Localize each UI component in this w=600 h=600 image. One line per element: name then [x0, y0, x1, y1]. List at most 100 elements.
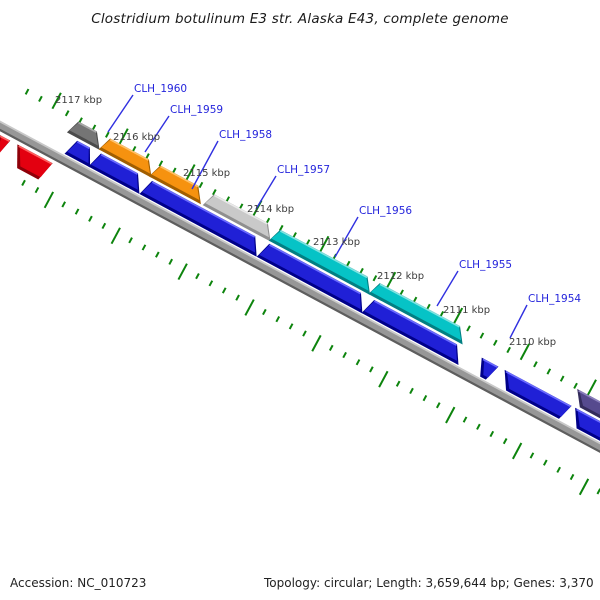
kbp-label-2117: 2117 kbp: [55, 95, 102, 106]
ruler-tick-minor: [212, 189, 217, 196]
arrow-highlight: [18, 145, 53, 165]
ruler-tick-minor: [355, 359, 361, 366]
gene-leader-line-CLH_1956: [334, 216, 359, 258]
arrow-highlight: [269, 244, 361, 295]
ruler-tick-minor: [479, 332, 485, 339]
ruler-tick-major: [452, 307, 464, 325]
feature-arrow-cds-8[interactable]: [567, 407, 600, 450]
ruler-tick-minor: [38, 95, 43, 103]
arrow-face: [483, 360, 498, 378]
feature-arrow-cds-2[interactable]: [88, 151, 147, 194]
ruler-tick-minor: [372, 275, 378, 282]
ruler-tick-minor: [74, 208, 80, 215]
feature-arrow-CLH_1960[interactable]: [66, 119, 107, 150]
ruler-tick-minor: [369, 366, 374, 373]
ruler-tick-major: [110, 227, 121, 245]
ruler-tick-major: [586, 379, 597, 397]
ruler-tick-minor: [559, 375, 565, 382]
backbone: [0, 112, 600, 471]
kbp-label-2111: 2111 kbp: [443, 305, 490, 316]
ruler-tick-minor: [328, 344, 334, 351]
gene-label-CLH_1960[interactable]: CLH_1960: [134, 83, 187, 95]
arrow-face: [67, 142, 89, 164]
gene-label-CLH_1959[interactable]: CLH_1959: [170, 104, 223, 116]
arrow-face: [151, 166, 200, 200]
kbp-label-2115: 2115 kbp: [183, 168, 230, 179]
feature-arrow-CLH_1957[interactable]: [202, 192, 278, 242]
ruler-tick-minor: [556, 466, 561, 473]
ruler-tick-minor: [359, 267, 364, 275]
kbp-label-2113: 2113 kbp: [313, 237, 360, 248]
ruler-tick-minor: [412, 296, 418, 303]
feature-arrow-reverse-gene[interactable]: [7, 144, 53, 181]
feature-arrow-CLH_1954[interactable]: [496, 369, 572, 421]
ruler-tick-major: [319, 235, 330, 253]
ruler-tick-minor: [78, 117, 83, 124]
gene-leader-line-CLH_1959: [144, 115, 170, 153]
gene-label-CLH_1957[interactable]: CLH_1957: [277, 164, 330, 176]
ruler-tick-minor: [171, 167, 177, 174]
ruler-tick-major: [311, 334, 322, 352]
gene-leader-line-CLH_1957: [255, 175, 277, 210]
ruler-tick-minor: [569, 473, 575, 481]
ruler-tick-minor: [533, 361, 538, 368]
map-rotated-plane: [0, 88, 600, 496]
ruler-tick-minor: [88, 215, 93, 222]
arrow-highlight: [78, 121, 97, 133]
ruler-tick-major: [244, 299, 255, 316]
ruler-tick-minor: [168, 258, 174, 265]
ruler-tick-minor: [345, 260, 351, 267]
gene-label-CLH_1954[interactable]: CLH_1954: [528, 293, 581, 305]
ruler-tick-major: [118, 128, 129, 146]
feature-arrow-cds-1[interactable]: [64, 138, 99, 168]
ruler-tick-minor: [489, 430, 495, 438]
arrow-highlight: [151, 181, 256, 238]
gene-label-CLH_1956[interactable]: CLH_1956: [359, 205, 412, 217]
ruler-tick-minor: [529, 452, 535, 459]
ruler-tick-minor: [596, 488, 600, 495]
ruler-tick-minor: [145, 153, 150, 160]
arrow-face: [579, 391, 600, 426]
kbp-label-2116: 2116 kbp: [113, 132, 160, 143]
kbp-label-2110: 2110 kbp: [509, 337, 556, 348]
feature-arrow-CLH_1956[interactable]: [268, 227, 377, 295]
feature-arrow-cds-5[interactable]: [361, 298, 467, 366]
backbone-shadow: [0, 118, 600, 471]
feature-arrow-cds-6[interactable]: [473, 357, 499, 382]
ruler-tick-major: [51, 92, 62, 110]
gene-label-CLH_1955[interactable]: CLH_1955: [459, 259, 512, 271]
ruler-tick-minor: [21, 179, 26, 186]
arrow-face: [364, 301, 457, 361]
feature-arrow-reverse-gene-fragment[interactable]: [0, 134, 11, 159]
arrow-highlight: [576, 408, 600, 436]
feature-arrow-CLH_1958[interactable]: [148, 163, 208, 205]
ruler-tick-minor: [105, 131, 110, 138]
ruler-tick-minor: [141, 244, 147, 251]
ruler-tick-minor: [235, 294, 240, 301]
arrow-highlight: [482, 358, 498, 368]
ruler-tick-major: [578, 478, 590, 496]
kbp-label-2112: 2112 kbp: [377, 271, 424, 282]
arrow-face: [0, 137, 10, 155]
feature-arrow-cds-3[interactable]: [139, 179, 264, 257]
ruler-tick-minor: [61, 201, 66, 208]
arrow-highlight: [0, 135, 10, 142]
ruler-tick-major: [385, 271, 397, 289]
gene-label-CLH_1958[interactable]: CLH_1958: [219, 129, 272, 141]
ruler-tick-minor: [275, 316, 281, 323]
ruler-tick-minor: [265, 217, 271, 224]
backbone-highlight: [0, 112, 600, 464]
ruler-tick-minor: [305, 239, 311, 246]
ruler-tick-minor: [409, 387, 414, 395]
feature-arrow-CLH_1959[interactable]: [98, 136, 159, 178]
feature-arrow-CLH_1955[interactable]: [368, 281, 469, 345]
feature-arrow-category-right-edge[interactable]: [570, 388, 600, 430]
arrow-highlight: [379, 283, 461, 328]
arrow-face: [370, 284, 462, 341]
ruler-tick-minor: [208, 280, 214, 287]
ruler-tick-minor: [198, 181, 204, 189]
ruler-tick-minor: [462, 416, 468, 423]
feature-arrow-cds-4[interactable]: [256, 241, 371, 314]
ruler-tick-minor: [288, 323, 294, 330]
arrow-face: [577, 410, 600, 446]
